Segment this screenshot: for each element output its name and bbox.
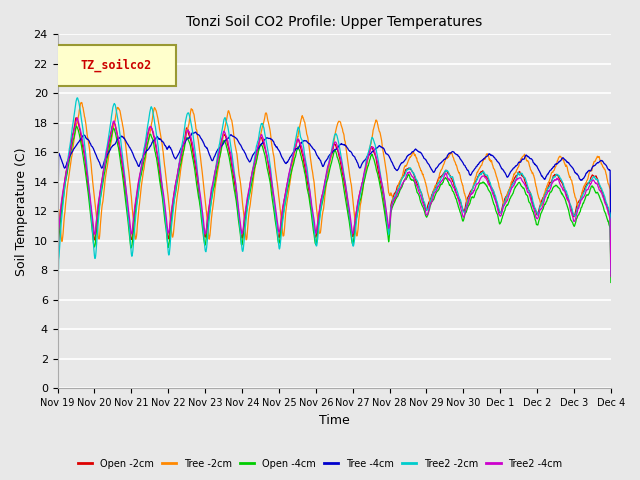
Text: TZ_soilco2: TZ_soilco2: [80, 59, 151, 72]
Legend: Open -2cm, Tree -2cm, Open -4cm, Tree -4cm, Tree2 -2cm, Tree2 -4cm: Open -2cm, Tree -2cm, Open -4cm, Tree -4…: [74, 455, 566, 473]
Y-axis label: Soil Temperature (C): Soil Temperature (C): [15, 147, 28, 276]
X-axis label: Time: Time: [319, 414, 349, 427]
FancyBboxPatch shape: [55, 45, 177, 85]
Title: Tonzi Soil CO2 Profile: Upper Temperatures: Tonzi Soil CO2 Profile: Upper Temperatur…: [186, 15, 483, 29]
